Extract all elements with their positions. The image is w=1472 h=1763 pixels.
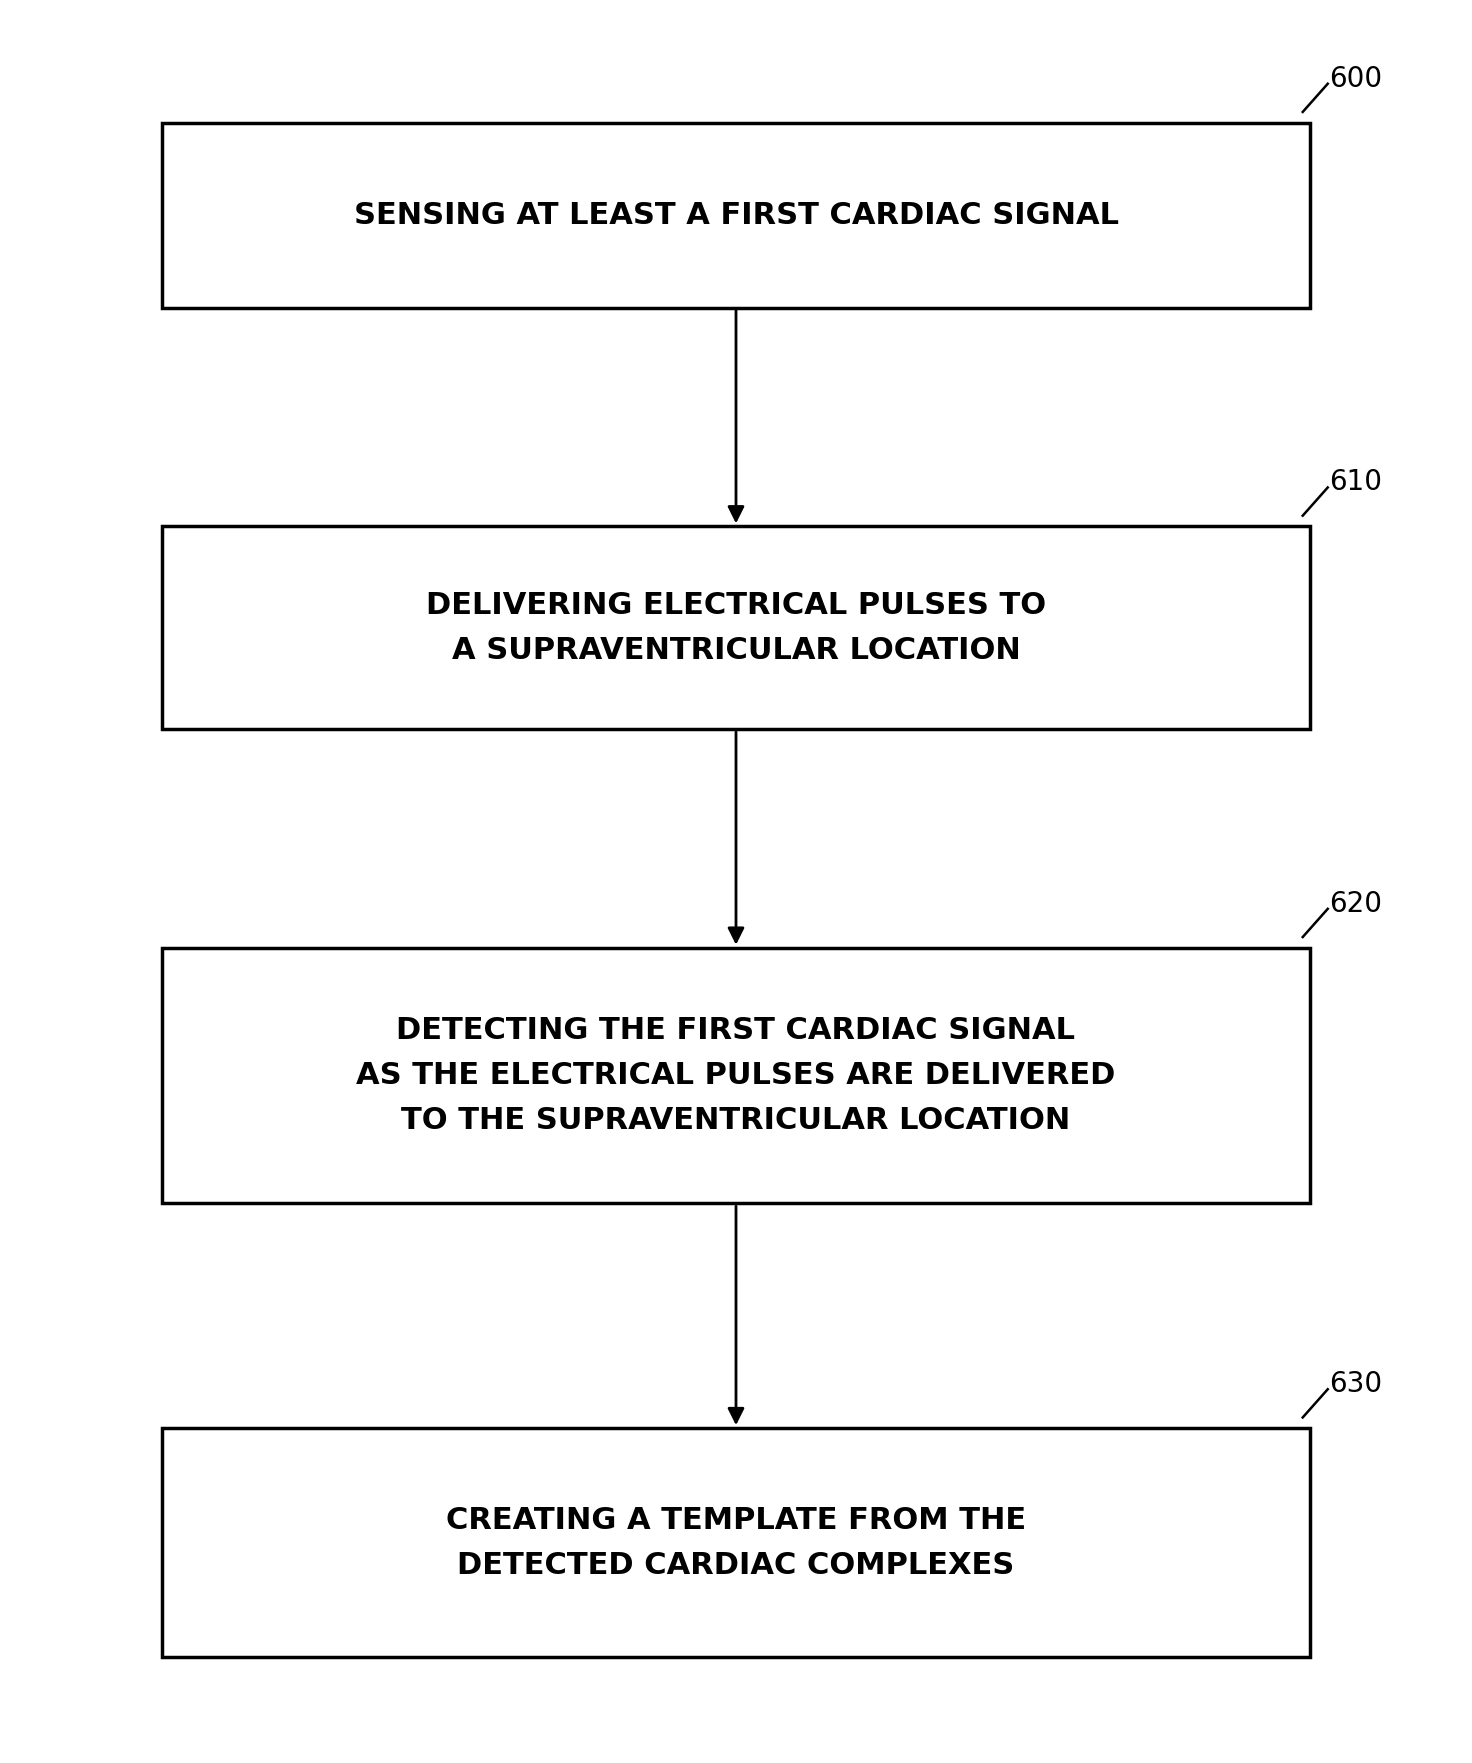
Bar [162, 947, 1310, 1202]
Text: 620: 620 [1329, 890, 1382, 917]
Text: 610: 610 [1329, 469, 1382, 497]
Bar [162, 525, 1310, 728]
Text: 630: 630 [1329, 1370, 1382, 1398]
Text: 600: 600 [1329, 65, 1382, 92]
Text: DELIVERING ELECTRICAL PULSES TO
A SUPRAVENTRICULAR LOCATION: DELIVERING ELECTRICAL PULSES TO A SUPRAV… [425, 591, 1047, 665]
Bar [162, 122, 1310, 307]
Text: DETECTING THE FIRST CARDIAC SIGNAL
AS THE ELECTRICAL PULSES ARE DELIVERED
TO THE: DETECTING THE FIRST CARDIAC SIGNAL AS TH… [356, 1015, 1116, 1135]
Text: SENSING AT LEAST A FIRST CARDIAC SIGNAL: SENSING AT LEAST A FIRST CARDIAC SIGNAL [353, 201, 1119, 229]
Bar [162, 1428, 1310, 1657]
Text: CREATING A TEMPLATE FROM THE
DETECTED CARDIAC COMPLEXES: CREATING A TEMPLATE FROM THE DETECTED CA… [446, 1506, 1026, 1580]
